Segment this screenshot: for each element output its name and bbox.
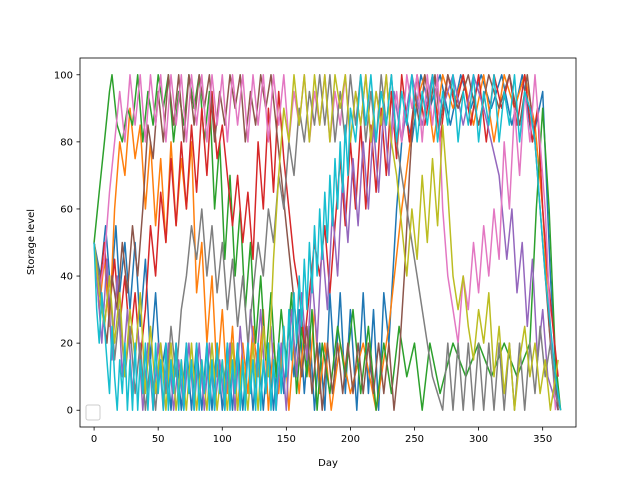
- y-tick-label: 60: [60, 204, 73, 215]
- y-tick-label: 20: [60, 339, 73, 350]
- x-tick-label: 250: [405, 434, 424, 445]
- legend: [85, 404, 101, 421]
- x-tick-label: 150: [277, 434, 296, 445]
- plot-area-frame: [79, 57, 577, 428]
- x-tick-label: 100: [213, 434, 232, 445]
- x-axis-label: Day: [318, 458, 338, 469]
- series-line-3: [93, 74, 562, 411]
- series-line-10: [93, 74, 562, 411]
- series-line-4: [93, 74, 559, 377]
- y-tick-label: 40: [60, 272, 73, 283]
- x-tick-label: 0: [91, 434, 97, 445]
- y-axis-ticks: 0 20 40 60 80 100: [54, 70, 80, 417]
- x-tick-label: 300: [469, 434, 488, 445]
- x-axis-ticks: 0 50 100 150 200 250 300 350: [91, 427, 552, 445]
- y-tick-label: 100: [54, 70, 73, 81]
- x-tick-label: 50: [152, 434, 165, 445]
- series-line-9: [93, 74, 559, 411]
- y-tick-label: 80: [60, 137, 73, 148]
- legend-box: [85, 404, 101, 421]
- series-line-2: [93, 74, 557, 411]
- x-tick-label: 350: [533, 434, 552, 445]
- y-axis-label: Storage level: [26, 209, 37, 275]
- series-layer: [93, 74, 562, 411]
- x-tick-label: 200: [341, 434, 360, 445]
- y-tick-label: 0: [67, 406, 73, 417]
